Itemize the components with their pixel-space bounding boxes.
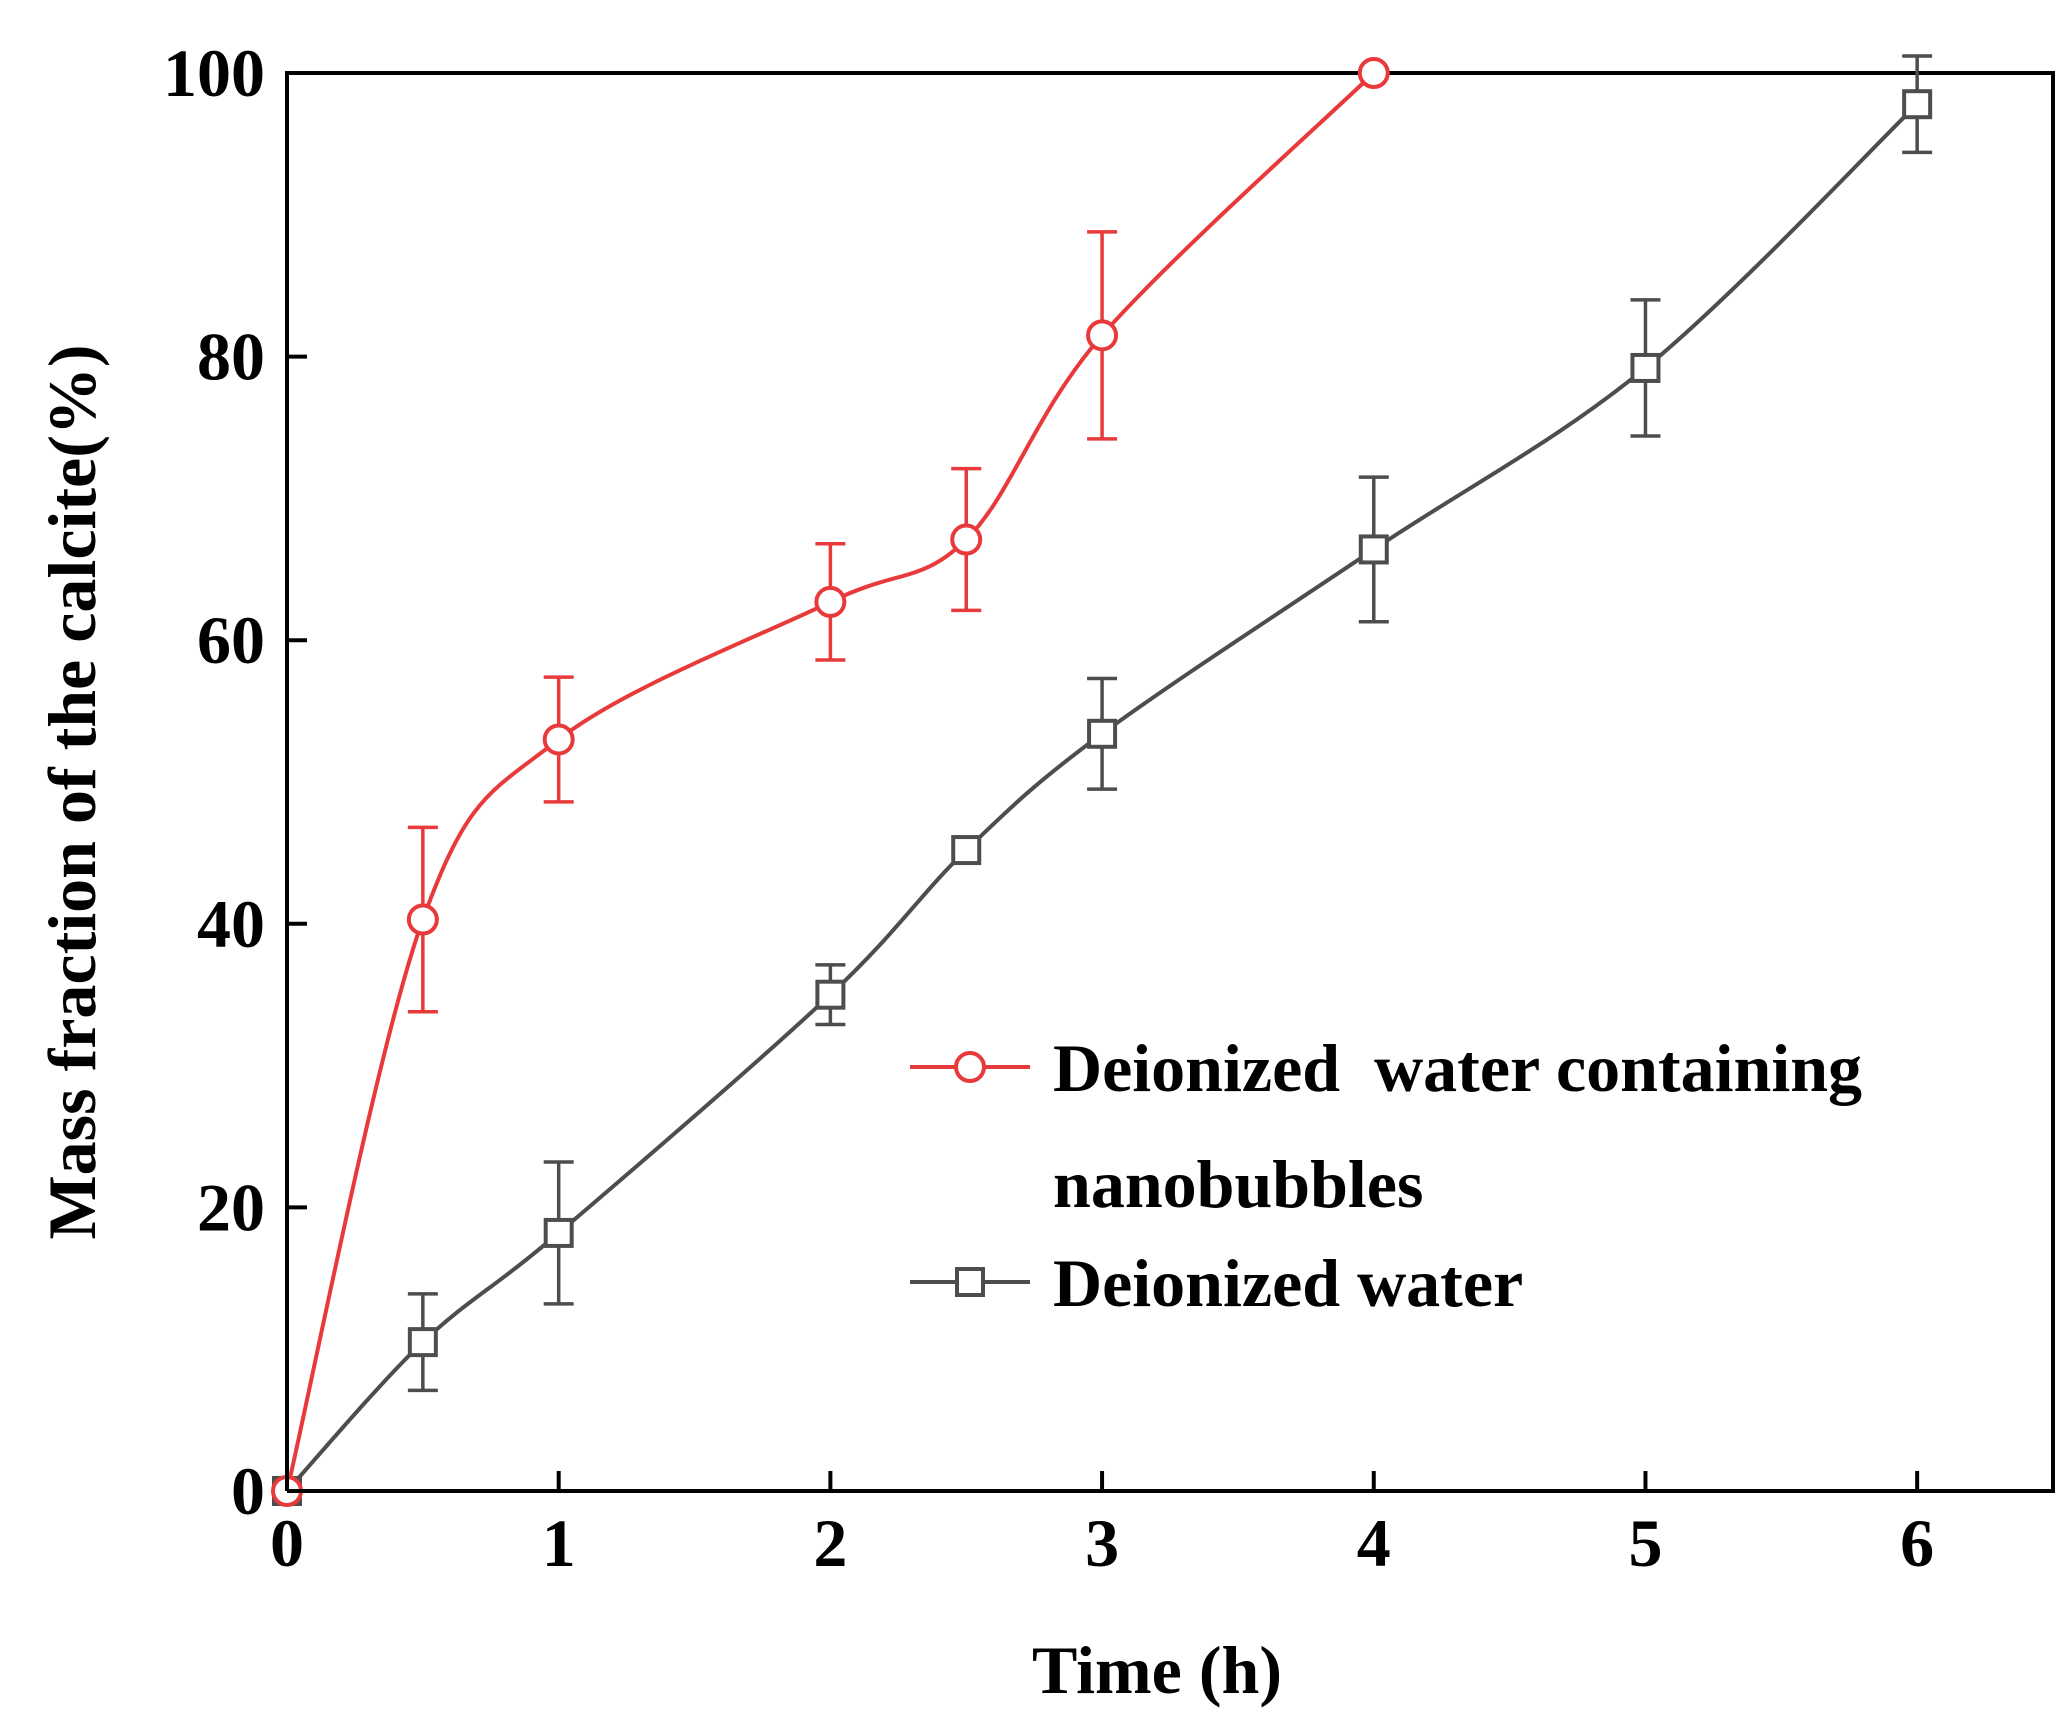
series-nanobubbles xyxy=(271,57,1390,1507)
legend-label: Deionized water xyxy=(1053,1245,1523,1321)
data-point xyxy=(950,523,983,556)
data-point xyxy=(1630,352,1661,383)
data-point xyxy=(814,585,847,618)
data-point xyxy=(1087,718,1118,749)
data-point xyxy=(1086,319,1119,352)
x-tick-label: 2 xyxy=(813,1505,847,1581)
legend: Deionized water containingnanobubblesDei… xyxy=(910,1030,1862,1321)
y-tick-label: 20 xyxy=(197,1169,265,1245)
data-point xyxy=(1358,534,1389,565)
series-deionized-water xyxy=(272,54,1933,1506)
y-tick-label: 0 xyxy=(231,1453,265,1529)
data-point xyxy=(1902,89,1933,120)
x-tick-label: 3 xyxy=(1085,1505,1119,1581)
x-tick-label: 0 xyxy=(270,1505,304,1581)
legend-label: Deionized water containing xyxy=(1053,1030,1862,1106)
legend-marker xyxy=(955,1267,985,1297)
y-tick-label: 40 xyxy=(197,886,265,962)
y-tick-label: 100 xyxy=(163,35,265,111)
series-line xyxy=(285,71,1376,1492)
legend-item: Deionized water containing nanobubbles xyxy=(910,1030,1862,1222)
data-point xyxy=(542,723,575,756)
x-tick-label: 1 xyxy=(542,1505,576,1581)
legend-marker xyxy=(954,1051,986,1083)
x-tick-label: 4 xyxy=(1357,1505,1391,1581)
data-point xyxy=(951,835,982,866)
y-tick-label: 60 xyxy=(197,602,265,678)
data-point xyxy=(1357,57,1390,89)
y-tick-label: 80 xyxy=(197,319,265,395)
x-tick-label: 5 xyxy=(1628,1505,1662,1581)
series-line xyxy=(285,102,1919,1493)
plot-frame xyxy=(285,71,2055,1493)
legend-label: nanobubbles xyxy=(1053,1146,1423,1222)
x-tick-label: 6 xyxy=(1900,1505,1934,1581)
data-point xyxy=(407,1327,438,1358)
x-axis-title: Time (h) xyxy=(1032,1632,1282,1708)
data-point xyxy=(815,979,846,1010)
data-point xyxy=(406,903,439,936)
legend-item: Deionized water xyxy=(910,1245,1523,1321)
data-point xyxy=(543,1217,574,1248)
y-axis-title: Mass fraction of the calcite(%) xyxy=(34,344,110,1239)
